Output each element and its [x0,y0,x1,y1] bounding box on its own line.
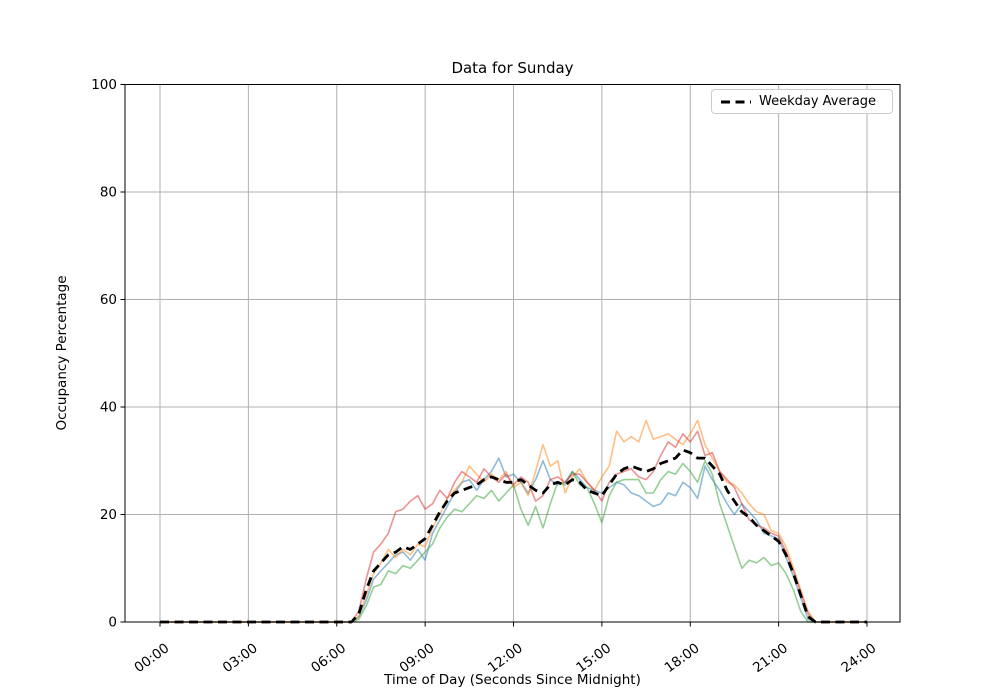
x-tick-label: 06:00 [308,640,349,676]
y-tick-label: 0 [108,615,117,631]
x-tick-label: 18:00 [662,640,703,676]
x-tick-label: 00:00 [131,640,172,676]
x-tick-label: 24:00 [838,640,879,676]
y-tick-label: 20 [100,507,117,523]
y-tick-label: 80 [100,185,117,201]
x-axis-label: Time of Day (Seconds Since Midnight) [384,672,641,688]
x-tick-label: 15:00 [573,640,614,676]
x-tick-label: 12:00 [485,640,526,676]
legend: Weekday Average [711,89,893,114]
y-tick-label: 60 [100,292,117,308]
weekday-average-line-sample [721,100,751,103]
legend-label: Weekday Average [759,94,877,109]
x-tick-label: 03:00 [220,640,261,676]
y-tick-label: 100 [91,77,117,93]
x-tick-label: 09:00 [397,640,438,676]
x-tick-label: 21:00 [750,640,791,676]
y-tick-label: 40 [100,400,117,416]
chart-title: Data for Sunday [451,59,574,77]
y-axis-label: Occupancy Percentage [54,275,70,431]
axes-frame [124,84,901,623]
